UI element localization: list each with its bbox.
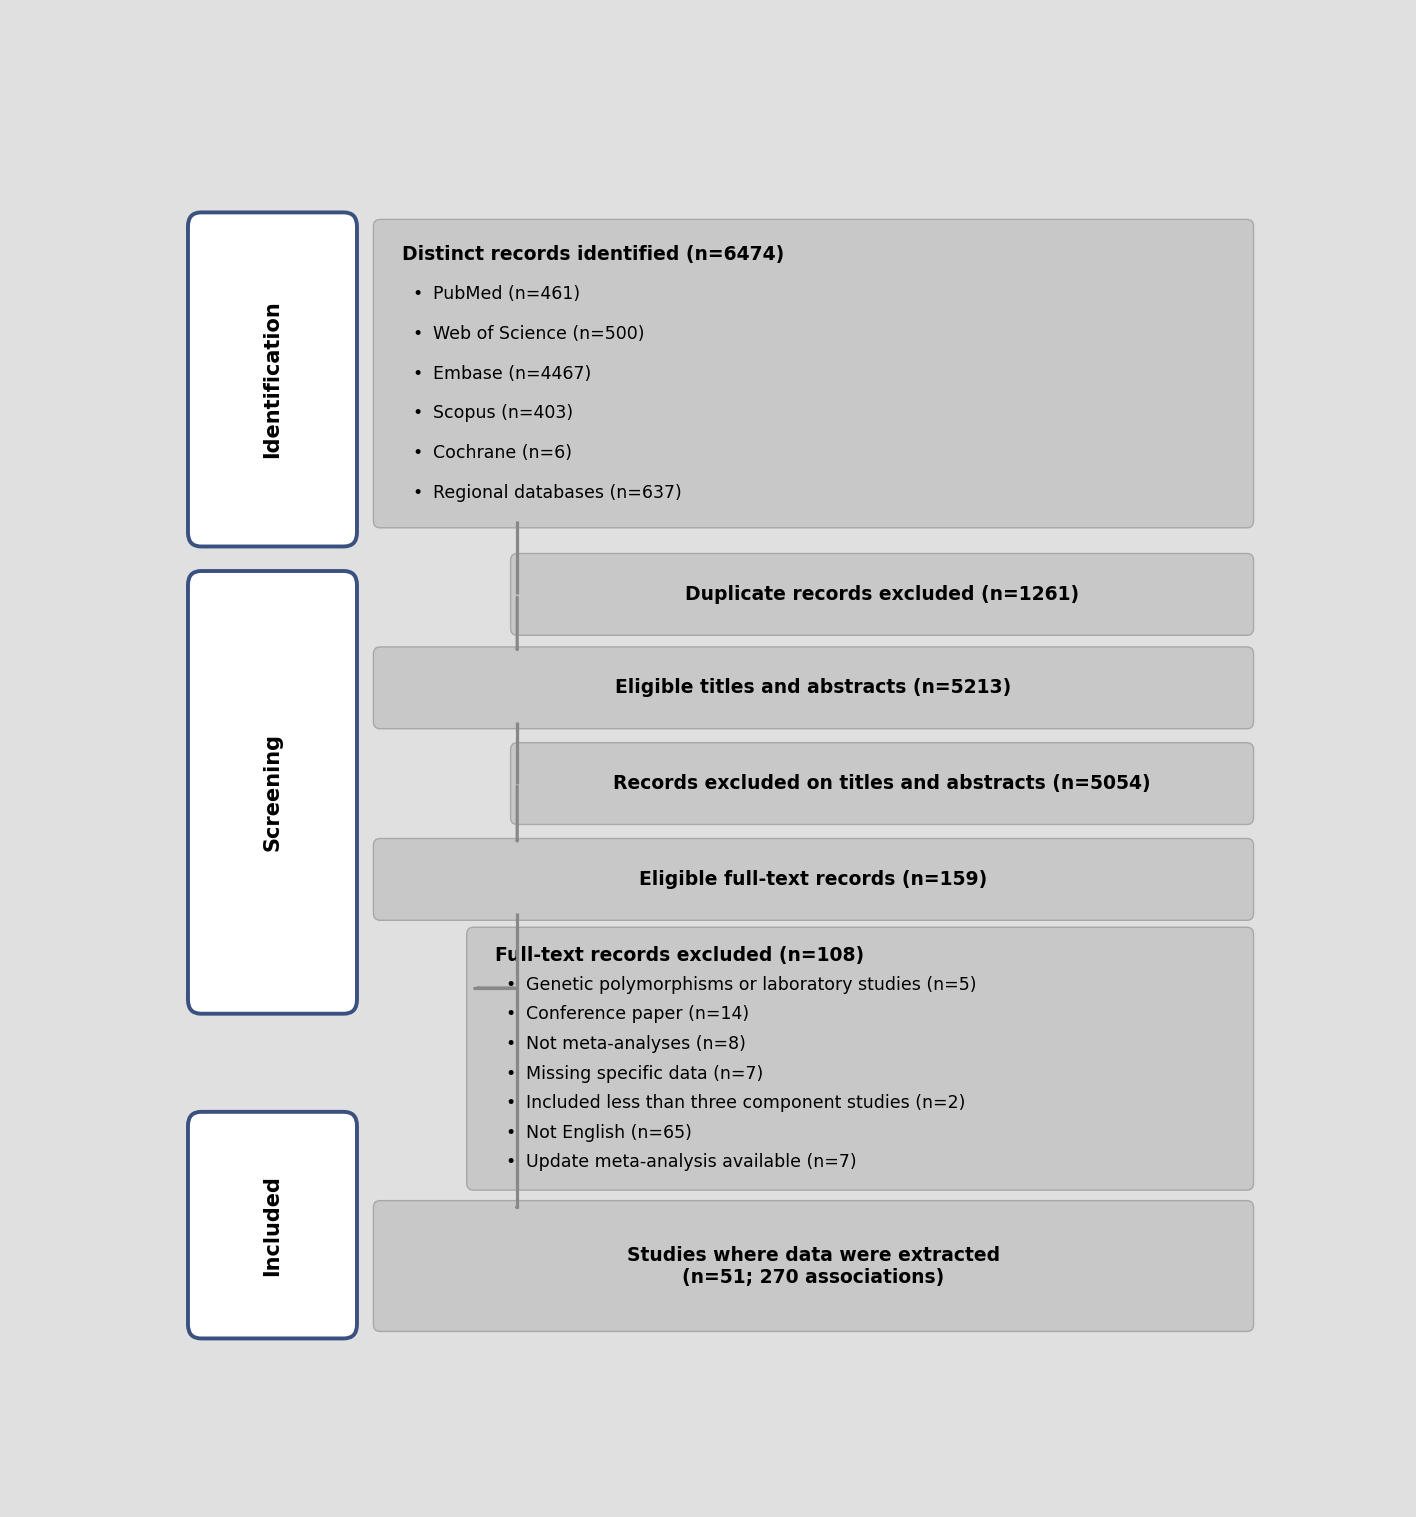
Text: •: • [412, 325, 422, 343]
Text: Studies where data were extracted
(n=51; 270 associations): Studies where data were extracted (n=51;… [627, 1245, 1000, 1286]
Text: Missing specific data (n=7): Missing specific data (n=7) [525, 1065, 763, 1083]
Text: Eligible titles and abstracts (n=5213): Eligible titles and abstracts (n=5213) [616, 678, 1011, 698]
Text: Not meta-analyses (n=8): Not meta-analyses (n=8) [525, 1035, 746, 1053]
Text: Not English (n=65): Not English (n=65) [525, 1124, 692, 1142]
Text: Distinct records identified (n=6474): Distinct records identified (n=6474) [402, 244, 784, 264]
Text: Full-text records excluded (n=108): Full-text records excluded (n=108) [496, 945, 864, 965]
FancyBboxPatch shape [188, 570, 357, 1013]
Text: Records excluded on titles and abstracts (n=5054): Records excluded on titles and abstracts… [613, 774, 1151, 793]
Text: Included: Included [262, 1174, 282, 1276]
Text: PubMed (n=461): PubMed (n=461) [433, 285, 579, 303]
FancyBboxPatch shape [511, 743, 1253, 825]
Text: Included less than three component studies (n=2): Included less than three component studi… [525, 1094, 966, 1112]
FancyBboxPatch shape [188, 212, 357, 546]
Text: •: • [506, 1124, 515, 1142]
FancyBboxPatch shape [374, 646, 1253, 728]
Text: Embase (n=4467): Embase (n=4467) [433, 364, 590, 382]
Text: •: • [506, 1153, 515, 1171]
FancyBboxPatch shape [374, 1200, 1253, 1332]
Text: Cochrane (n=6): Cochrane (n=6) [433, 444, 572, 463]
Text: •: • [412, 364, 422, 382]
Text: Identification: Identification [262, 300, 282, 458]
Text: Screening: Screening [262, 733, 282, 851]
Text: Web of Science (n=500): Web of Science (n=500) [433, 325, 644, 343]
Text: Duplicate records excluded (n=1261): Duplicate records excluded (n=1261) [685, 586, 1079, 604]
Text: Regional databases (n=637): Regional databases (n=637) [433, 484, 681, 502]
Text: •: • [506, 1065, 515, 1083]
Text: Genetic polymorphisms or laboratory studies (n=5): Genetic polymorphisms or laboratory stud… [525, 975, 977, 994]
FancyBboxPatch shape [188, 1112, 357, 1338]
FancyBboxPatch shape [374, 839, 1253, 921]
Text: •: • [412, 444, 422, 463]
Text: Update meta-analysis available (n=7): Update meta-analysis available (n=7) [525, 1153, 857, 1171]
Text: •: • [506, 1006, 515, 1024]
Text: Conference paper (n=14): Conference paper (n=14) [525, 1006, 749, 1024]
Text: •: • [412, 285, 422, 303]
Text: •: • [506, 975, 515, 994]
Text: •: • [412, 484, 422, 502]
FancyBboxPatch shape [467, 927, 1253, 1191]
Text: •: • [506, 1035, 515, 1053]
FancyBboxPatch shape [511, 554, 1253, 636]
Text: •: • [506, 1094, 515, 1112]
Text: •: • [412, 405, 422, 422]
Text: Scopus (n=403): Scopus (n=403) [433, 405, 573, 422]
FancyBboxPatch shape [374, 220, 1253, 528]
Text: Eligible full-text records (n=159): Eligible full-text records (n=159) [640, 869, 987, 889]
